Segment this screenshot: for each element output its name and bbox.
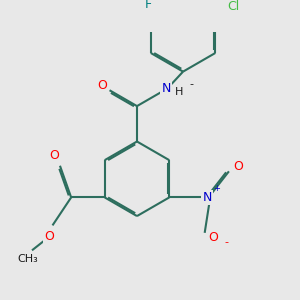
Text: N: N: [161, 82, 171, 95]
Text: O: O: [49, 148, 59, 162]
Text: Cl: Cl: [227, 0, 239, 13]
Text: F: F: [145, 0, 152, 11]
Text: O: O: [233, 160, 243, 173]
Text: -: -: [189, 79, 193, 89]
Text: N: N: [202, 191, 212, 204]
Text: -: -: [225, 237, 229, 247]
Text: +: +: [213, 184, 220, 193]
Text: O: O: [98, 79, 107, 92]
Text: CH₃: CH₃: [17, 254, 38, 264]
Text: O: O: [44, 230, 54, 243]
Text: O: O: [208, 231, 218, 244]
Text: H: H: [175, 87, 184, 97]
